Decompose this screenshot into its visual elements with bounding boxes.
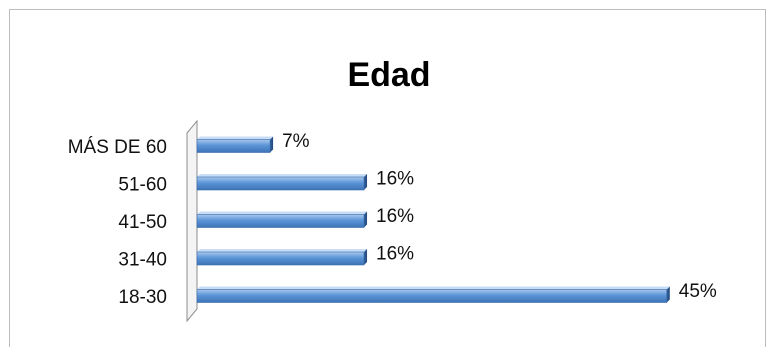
bar-front-face xyxy=(196,176,365,191)
bar-5 xyxy=(196,286,670,303)
bar-end-face xyxy=(364,174,368,190)
bar-end-face xyxy=(666,286,670,303)
value-label: 16% xyxy=(376,169,414,190)
value-label: 16% xyxy=(376,244,414,265)
bar-front-face xyxy=(196,139,271,153)
bar-end-face xyxy=(270,136,274,153)
bar-front-face xyxy=(196,251,365,266)
value-label: 7% xyxy=(282,131,310,152)
bar-4 xyxy=(196,249,368,266)
bar-end-face xyxy=(364,211,368,228)
category-labels: MÁS DE 60 51-60 41-50 31-40 18-30 xyxy=(68,137,167,308)
bar-front-face xyxy=(196,289,668,303)
bar-top-face xyxy=(197,211,368,215)
bar-2 xyxy=(196,174,368,191)
category-label: 18-30 xyxy=(118,287,167,308)
bar-end-face xyxy=(364,249,368,265)
bars-group xyxy=(196,136,670,303)
bar-3 xyxy=(196,211,368,228)
bar-1 xyxy=(196,136,274,153)
value-labels: 7% 16% 16% 16% 45% xyxy=(282,131,717,302)
category-label: MÁS DE 60 xyxy=(68,137,167,158)
bar-front-face xyxy=(196,214,365,228)
value-label: 16% xyxy=(376,206,414,227)
bar-top-face xyxy=(197,174,368,177)
category-label: 41-50 xyxy=(118,212,167,233)
bar-top-face xyxy=(197,249,368,252)
value-label: 45% xyxy=(679,281,717,302)
category-label: 51-60 xyxy=(118,175,167,196)
category-label: 31-40 xyxy=(118,250,167,271)
bar-top-face xyxy=(197,286,670,290)
chart-title: Edad xyxy=(347,56,430,94)
axis-wall xyxy=(186,119,198,323)
bar-top-face xyxy=(197,136,274,140)
chart-frame xyxy=(9,9,766,347)
